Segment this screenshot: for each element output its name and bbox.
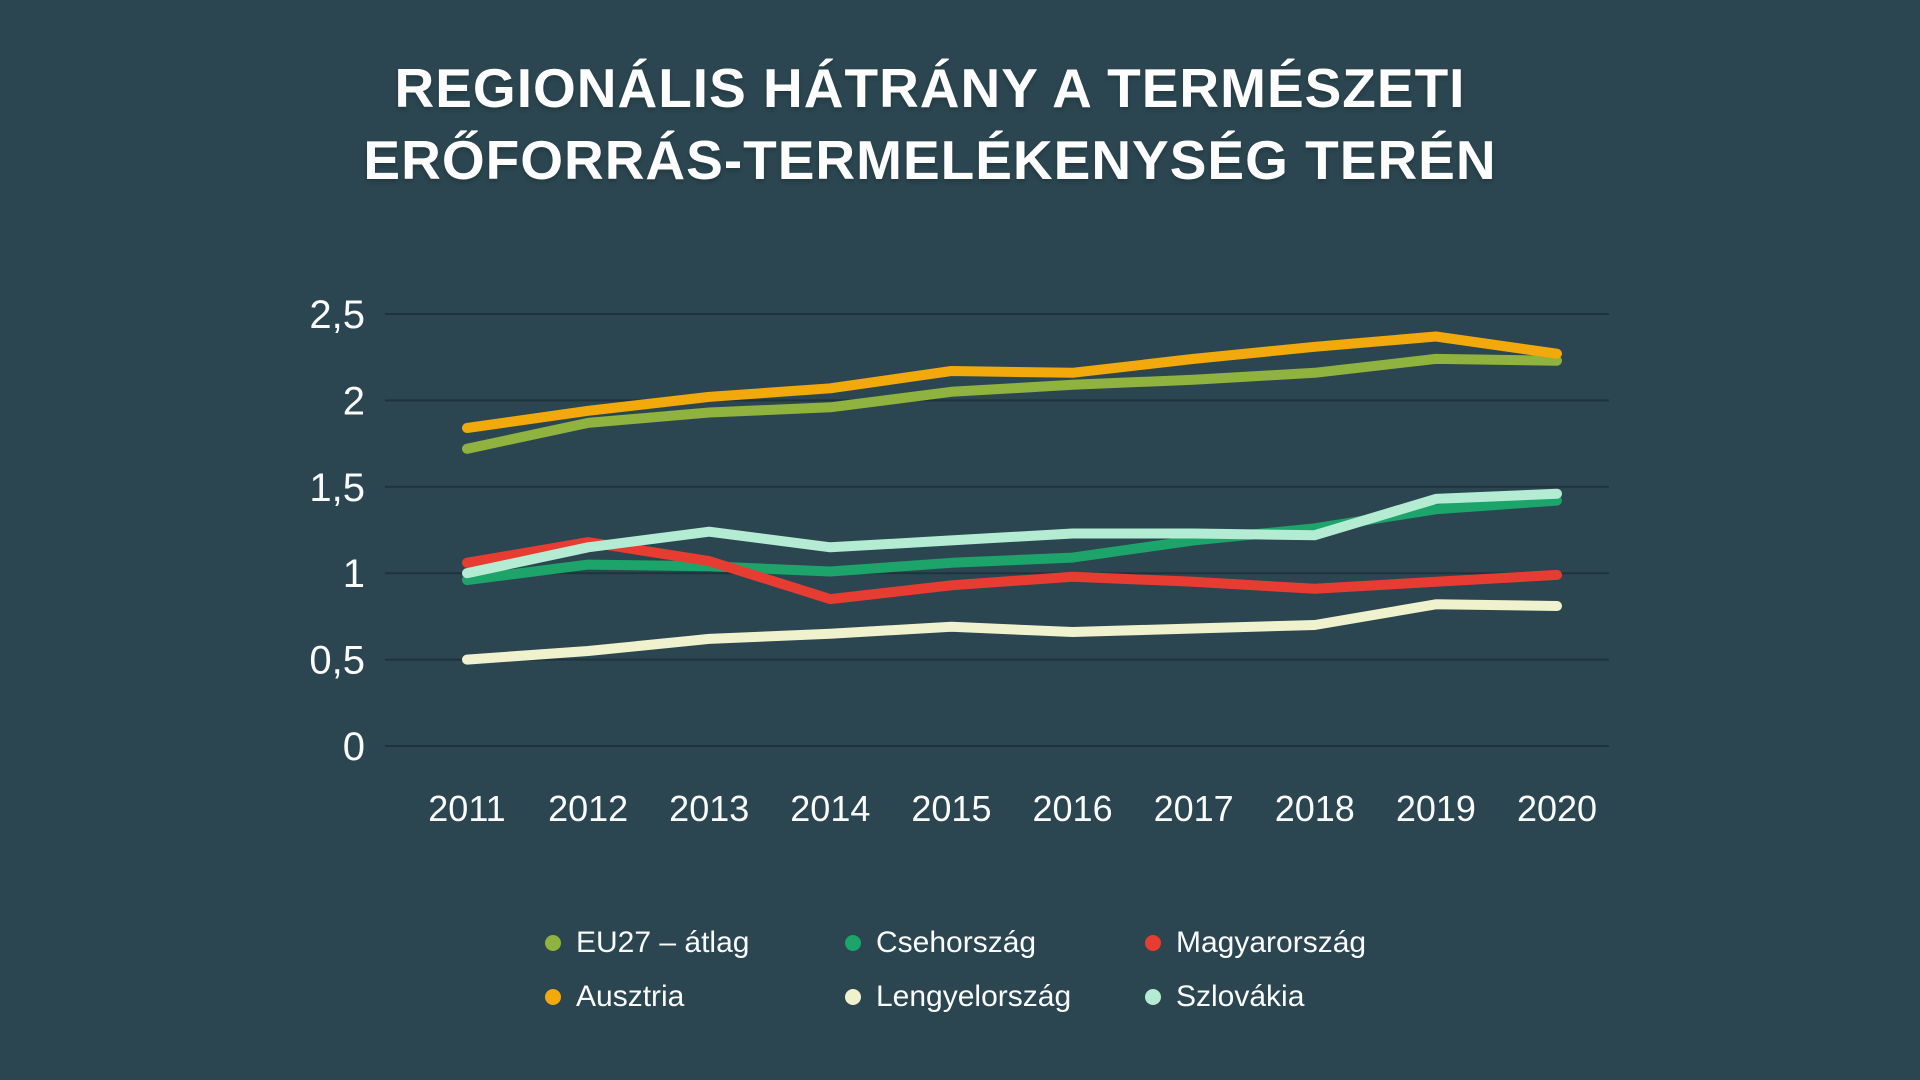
- y-tick-label-1: 1: [343, 552, 365, 596]
- series-line-lengyelorszag: [462, 599, 1562, 665]
- y-tick-label-0: 0: [343, 725, 365, 769]
- x-tick-label-2019: 2019: [1396, 788, 1476, 829]
- legend-dot-szlovakia: [1145, 989, 1161, 1005]
- x-tick-label-2012: 2012: [548, 788, 628, 829]
- legend-label-magyarorszag: Magyarország: [1176, 926, 1367, 959]
- legend-item-csehorszag: Csehország: [845, 926, 1145, 960]
- legend-label-eu27-atlag: EU27 – átlag: [576, 926, 750, 959]
- x-tick-label-2015: 2015: [911, 788, 991, 829]
- legend-dot-eu27-atlag: [545, 935, 561, 951]
- legend-label-csehorszag: Csehország: [876, 926, 1037, 959]
- legend-dot-lengyelorszag: [845, 989, 861, 1005]
- legend-label-szlovakia: Szlovákia: [1176, 980, 1305, 1013]
- chart-legend: EU27 – átlag Csehország Magyarország Aus…: [545, 926, 1465, 1014]
- chart-title-line1: REGIONÁLIS HÁTRÁNY A TERMÉSZETI: [394, 57, 1466, 119]
- legend-item-szlovakia: Szlovákia: [1145, 980, 1465, 1014]
- legend-item-magyarorszag: Magyarország: [1145, 926, 1465, 960]
- legend-dot-csehorszag: [845, 935, 861, 951]
- legend-label-ausztria: Ausztria: [576, 980, 685, 1013]
- x-tick-label-2018: 2018: [1275, 788, 1355, 829]
- chart-title-line2: ERŐFORRÁS-TERMELÉKENYSÉG TERÉN: [363, 129, 1497, 191]
- legend-dot-magyarorszag: [1145, 935, 1161, 951]
- legend-item-eu27-atlag: EU27 – átlag: [545, 926, 845, 960]
- series-line-eu27-atlag: [462, 353, 1562, 454]
- x-tick-label-2020: 2020: [1517, 788, 1597, 829]
- x-tick-label-2016: 2016: [1033, 788, 1113, 829]
- legend-item-ausztria: Ausztria: [545, 980, 845, 1014]
- series-line-magyarorszag: [462, 537, 1562, 605]
- y-tick-label-2,5: 2,5: [309, 293, 365, 337]
- legend-item-lengyelorszag: Lengyelország: [845, 980, 1145, 1014]
- x-tick-label-2014: 2014: [790, 788, 870, 829]
- y-tick-label-2: 2: [343, 379, 365, 423]
- series-line-ausztria: [462, 331, 1562, 433]
- series-line-szlovakia: [462, 488, 1562, 579]
- legend-label-lengyelorszag: Lengyelország: [876, 980, 1072, 1013]
- chart-title: REGIONÁLIS HÁTRÁNY A TERMÉSZETI ERŐFORRÁ…: [0, 52, 1860, 196]
- legend-dot-ausztria: [545, 989, 561, 1005]
- x-tick-label-2013: 2013: [669, 788, 749, 829]
- x-tick-label-2011: 2011: [428, 788, 505, 829]
- y-tick-label-0,5: 0,5: [309, 639, 365, 683]
- x-tick-label-2017: 2017: [1154, 788, 1234, 829]
- y-tick-label-1,5: 1,5: [309, 466, 365, 510]
